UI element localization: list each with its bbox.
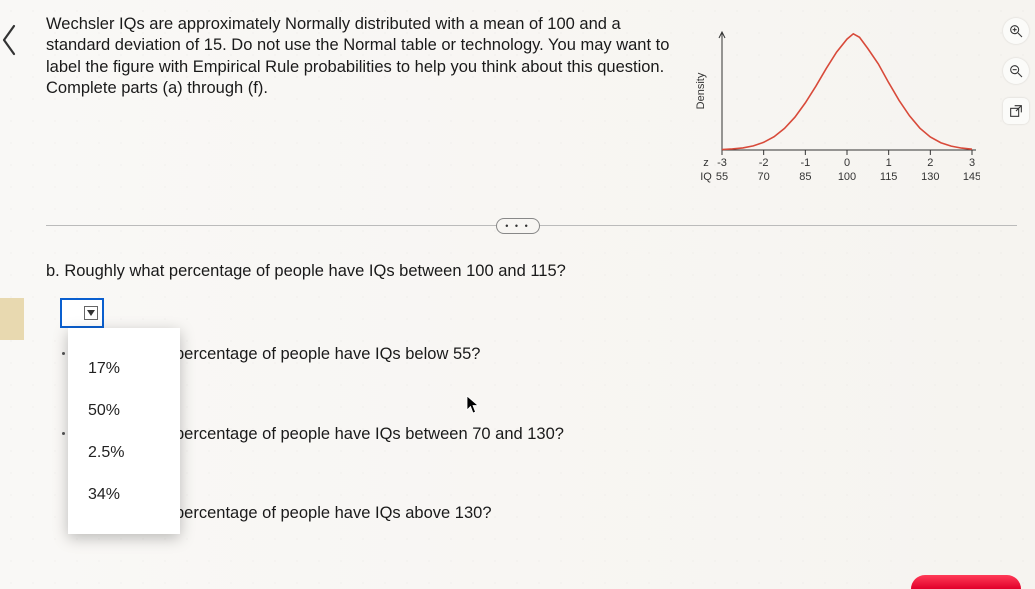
svg-text:1: 1 [886,157,892,169]
svg-text:0: 0 [844,157,850,169]
part-c-prompt-fragment: percentage of people have IQs below 55? [175,345,480,364]
svg-text:2: 2 [927,157,933,169]
svg-text:85: 85 [799,171,811,183]
svg-text:-3: -3 [717,157,727,169]
svg-text:-1: -1 [800,157,810,169]
highlight-marker [0,298,24,340]
back-arrow[interactable] [0,24,18,56]
zoom-in-icon[interactable] [1003,18,1029,44]
part-b-prompt: b. Roughly what percentage of people hav… [46,262,566,281]
part-d-prompt-fragment: percentage of people have IQs between 70… [175,425,564,444]
question-intro: Wechsler IQs are approximately Normally … [46,14,686,100]
footer-button-fragment[interactable] [911,575,1021,589]
bullet-dot [62,432,65,435]
svg-text:3: 3 [969,157,975,169]
dropdown-option[interactable]: 2.5% [68,432,180,474]
svg-text:70: 70 [758,171,770,183]
answer-dropdown-menu: 17%50%2.5%34% [68,328,180,534]
svg-text:115: 115 [880,171,898,183]
mouse-cursor-icon [466,395,480,415]
zoom-out-icon[interactable] [1003,58,1029,84]
part-e-prompt-fragment: percentage of people have IQs above 130? [175,504,492,523]
dropdown-option[interactable]: 50% [68,390,180,432]
svg-text:145: 145 [963,171,980,183]
answer-dropdown[interactable] [60,298,104,328]
svg-text:55: 55 [716,171,728,183]
popout-icon[interactable] [1003,98,1029,124]
svg-text:100: 100 [838,171,856,183]
expand-ellipsis-button[interactable]: • • • [496,218,540,234]
dropdown-option[interactable]: 17% [68,348,180,390]
svg-text:Density: Density [695,72,707,109]
svg-text:130: 130 [921,171,939,183]
svg-text:z: z [703,157,709,169]
normal-density-chart: -3 55 -2 70 -1 85 0 100 1 115 2 130 3 145 z IQ Density [690,22,980,202]
bullet-dot [62,352,65,355]
svg-text:IQ: IQ [700,171,712,183]
dropdown-option[interactable]: 34% [68,474,180,516]
chevron-down-icon [84,306,98,320]
svg-text:-2: -2 [759,157,769,169]
